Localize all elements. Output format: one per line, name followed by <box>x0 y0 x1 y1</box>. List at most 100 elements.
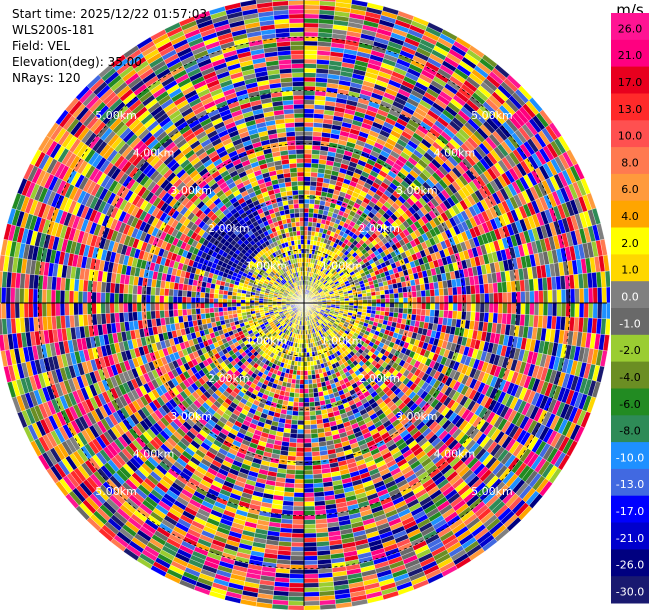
velocity-cell <box>293 501 305 507</box>
velocity-cell <box>371 295 377 300</box>
velocity-cell <box>290 560 305 566</box>
velocity-cell <box>303 67 317 74</box>
velocity-cell <box>479 293 485 304</box>
velocity-cell <box>461 285 467 295</box>
velocity-cell <box>303 483 314 489</box>
velocity-cell <box>295 465 305 471</box>
velocity-cell <box>389 293 395 299</box>
velocity-cell <box>556 289 562 304</box>
velocity-cell <box>470 302 476 313</box>
velocity-cell <box>412 296 418 304</box>
velocity-cell <box>289 392 295 398</box>
velocity-cell <box>287 451 297 457</box>
velocity-cell <box>292 401 299 407</box>
velocity-cell <box>457 302 463 312</box>
velocity-cell <box>303 149 313 155</box>
velocity-cell <box>398 297 404 304</box>
velocity-cell <box>384 293 390 299</box>
velocity-cell <box>307 365 312 371</box>
velocity-cell <box>583 302 589 319</box>
velocity-cell <box>484 293 490 304</box>
velocity-cell <box>313 208 319 214</box>
velocity-cell <box>310 162 319 169</box>
velocity-cell <box>311 442 320 448</box>
velocity-cell <box>303 45 318 51</box>
velocity-cell <box>357 293 363 298</box>
velocity-cell <box>493 292 499 304</box>
velocity-cell <box>308 397 315 403</box>
velocity-cell <box>447 310 454 319</box>
velocity-cell <box>443 302 449 311</box>
velocity-cell <box>380 306 386 312</box>
velocity-cell <box>303 104 315 110</box>
velocity-cell <box>357 305 363 310</box>
velocity-cell <box>434 302 440 311</box>
velocity-cell <box>303 451 313 457</box>
velocity-cell <box>308 212 314 218</box>
velocity-cell <box>300 370 305 376</box>
velocity-cell <box>311 158 320 164</box>
velocity-cell <box>470 311 476 322</box>
velocity-cell <box>497 302 503 314</box>
velocity-cell <box>367 302 372 307</box>
velocity-cell <box>288 582 305 588</box>
velocity-cell <box>313 203 320 210</box>
velocity-cell <box>303 81 316 87</box>
velocity-cells <box>0 0 610 610</box>
velocity-cell <box>303 207 310 213</box>
velocity-cell <box>303 203 310 209</box>
velocity-cell <box>303 501 315 507</box>
velocity-cell <box>379 290 386 296</box>
velocity-cell <box>303 9 320 15</box>
velocity-cell <box>411 308 417 315</box>
velocity-cell <box>430 302 436 311</box>
velocity-cell <box>303 235 308 240</box>
velocity-cell <box>303 140 313 146</box>
velocity-cell <box>307 379 313 385</box>
velocity-cell <box>597 302 603 319</box>
velocity-cell <box>297 415 305 421</box>
velocity-cell <box>506 291 512 304</box>
velocity-cell <box>303 117 314 123</box>
velocity-cell <box>375 306 381 312</box>
velocity-cell <box>290 551 305 557</box>
velocity-cell <box>303 4 320 10</box>
velocity-cell <box>588 287 594 304</box>
velocity-cell <box>303 411 311 417</box>
velocity-cell <box>339 298 345 302</box>
velocity-cell <box>310 369 316 376</box>
velocity-cell <box>294 483 305 489</box>
velocity-cell <box>384 311 390 317</box>
velocity-cell <box>311 149 321 155</box>
velocity-cell <box>303 122 314 128</box>
velocity-cell <box>303 393 310 399</box>
velocity-cell <box>290 546 305 552</box>
velocity-cell <box>601 302 607 319</box>
velocity-cell <box>313 396 320 403</box>
velocity-cell <box>403 297 409 304</box>
velocity-cell <box>307 230 312 236</box>
velocity-cell <box>309 199 316 205</box>
velocity-cell <box>429 289 436 297</box>
velocity-cell <box>389 302 395 308</box>
velocity-cell <box>303 189 311 195</box>
velocity-cell <box>556 302 562 317</box>
velocity-cell <box>303 0 320 6</box>
velocity-cell <box>303 176 311 182</box>
velocity-cell <box>303 442 312 448</box>
velocity-cell <box>303 402 310 408</box>
velocity-cell <box>385 302 391 308</box>
velocity-cell <box>465 311 472 321</box>
velocity-cell <box>303 171 312 177</box>
velocity-cell <box>303 126 314 132</box>
velocity-cell <box>606 286 610 304</box>
velocity-cell <box>312 217 318 223</box>
velocity-cell <box>416 308 422 316</box>
velocity-cell <box>303 230 308 236</box>
velocity-cell <box>303 537 317 543</box>
velocity-cell <box>375 294 381 300</box>
velocity-cell <box>303 63 317 69</box>
velocity-cell <box>308 203 315 209</box>
velocity-cell <box>357 296 363 301</box>
velocity-cell <box>434 288 440 297</box>
